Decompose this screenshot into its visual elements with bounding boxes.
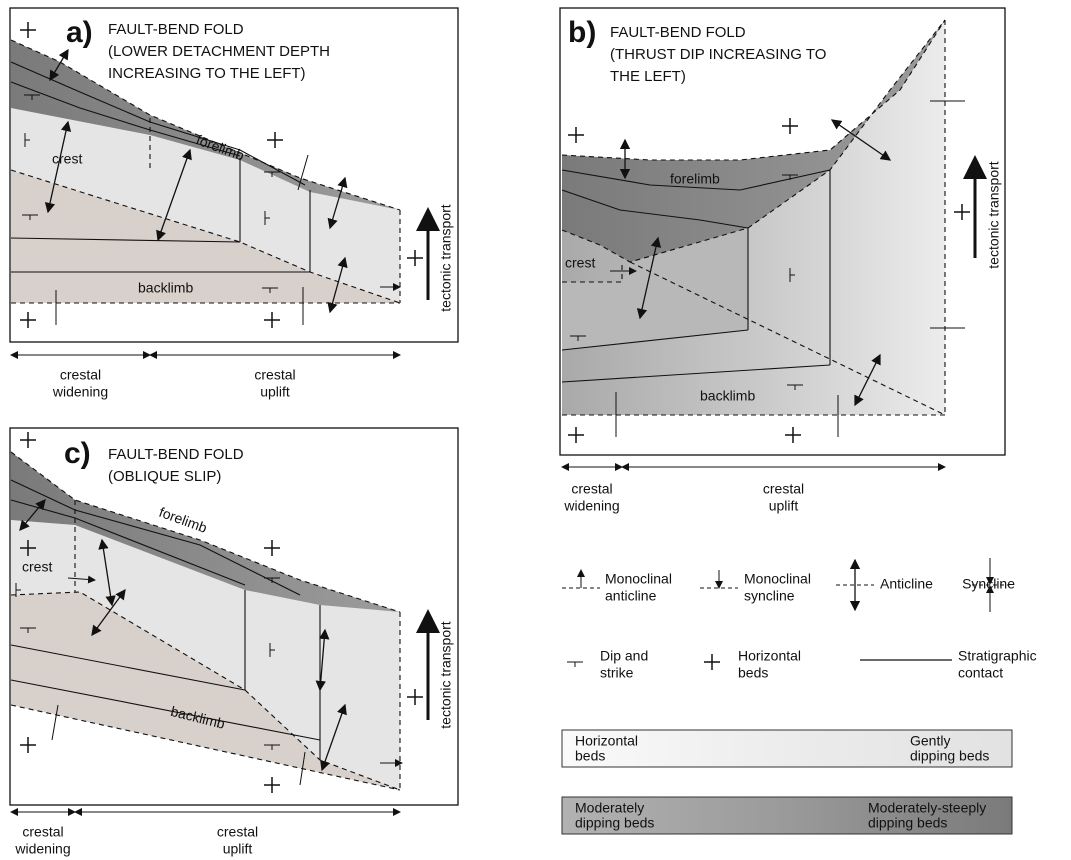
crestal-uplift: uplift [260,384,290,400]
panel-label: a) [66,16,93,49]
crestal-uplift: crestal [254,367,295,383]
legend-label: anticline [605,588,657,604]
legend-label: contact [958,665,1003,681]
backlimb-label: backlimb [138,280,193,296]
crest-label: crest [22,559,52,575]
figure: a) FAULT-BEND FOLD (LOWER DETACHMENT DEPTH… [0,0,1071,860]
legend-label: Stratigraphic [958,648,1037,664]
legend-label: beds [738,665,768,681]
shading-label: dipping beds [868,815,947,831]
crestal-uplift: uplift [223,841,253,857]
panel-title: FAULT-BEND FOLD [108,446,244,463]
crestal-widening: widening [52,384,108,400]
crestal-widening: crestal [60,367,101,383]
shading-label: beds [575,748,605,764]
transport-label: tectonic transport [438,621,454,728]
legend-label: Monoclinal [744,571,811,587]
backlimb-label: backlimb [700,388,755,404]
legend-label: Horizontal [738,648,801,664]
legend-label: syncline [744,588,795,604]
crestal-widening: widening [14,841,70,857]
crestal-uplift: crestal [763,481,804,497]
shading-label: Horizontal [575,733,638,749]
panel-label: b) [568,16,596,49]
shading-label: dipping beds [910,748,989,764]
panel-title: INCREASING TO THE LEFT) [108,65,306,82]
crestal-widening: crestal [571,481,612,497]
panel-title: THE LEFT) [610,68,686,85]
legend-label: Dip and [600,648,648,664]
crestal-widening: widening [563,498,619,514]
panel-title: FAULT-BEND FOLD [108,21,244,38]
crestal-widening: crestal [22,824,63,840]
shading-label: Gently [910,733,950,749]
shading-label: dipping beds [575,815,654,831]
panel-title: FAULT-BEND FOLD [610,24,746,41]
legend-label: Anticline [880,576,933,592]
transport-label: tectonic transport [986,161,1002,268]
legend-label: Monoclinal [605,571,672,587]
crestal-uplift: uplift [769,498,799,514]
panel-title: (OBLIQUE SLIP) [108,468,221,485]
legend-label: Syncline [962,576,1015,592]
crest-label: crest [565,255,595,271]
shading-label: Moderately-steeply [868,800,986,816]
transport-label: tectonic transport [438,204,454,311]
shading-label: Moderately [575,800,644,816]
forelimb-label: forelimb [670,171,720,187]
panel-label: c) [64,437,91,470]
crestal-uplift: crestal [217,824,258,840]
panel-title: (LOWER DETACHMENT DEPTH [108,43,330,60]
panel-title: (THRUST DIP INCREASING TO [610,46,826,63]
crest-label: crest [52,151,82,167]
legend-label: strike [600,665,634,681]
